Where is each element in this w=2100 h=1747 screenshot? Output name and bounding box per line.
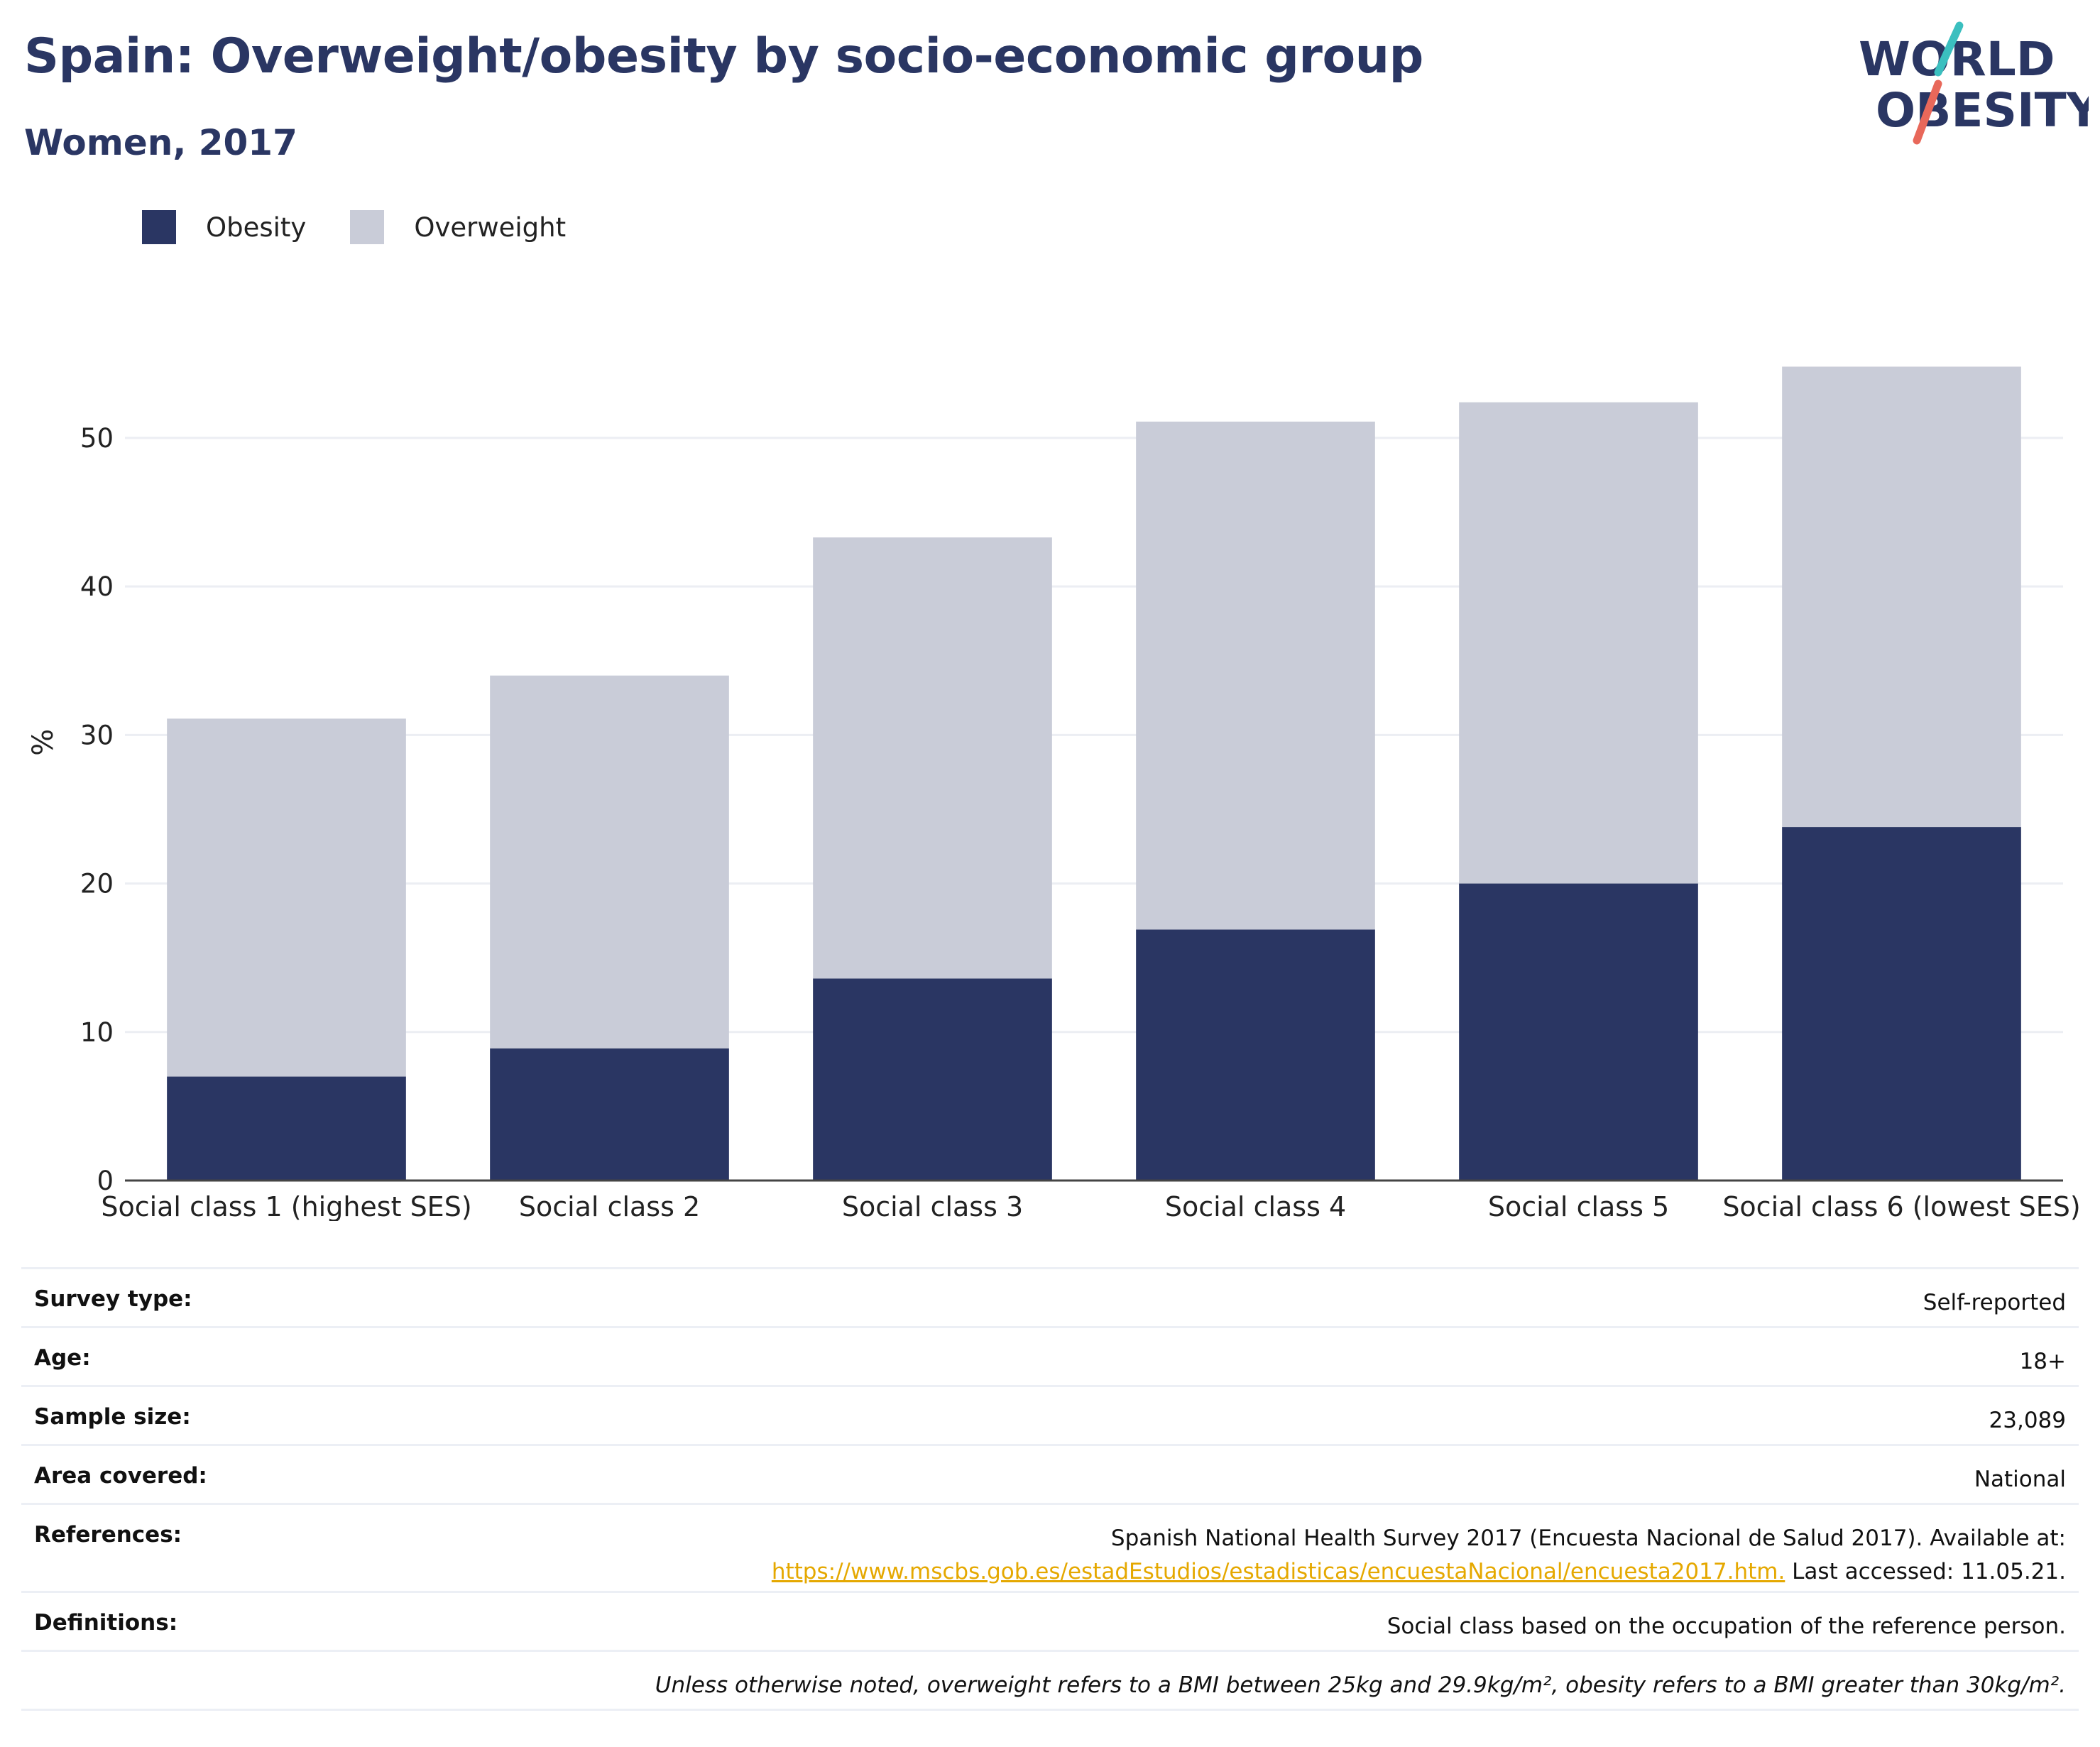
- y-tick-label-40: 40: [80, 571, 114, 602]
- row-sample-size: Sample size: 23,089: [21, 1387, 2079, 1446]
- references-label: References:: [34, 1522, 182, 1548]
- bmi-definition-note: Unless otherwise noted, overweight refer…: [655, 1672, 2066, 1698]
- y-tick-label-10: 10: [80, 1017, 114, 1048]
- row-definitions: Definitions: Social class based on the o…: [21, 1593, 2079, 1652]
- legend-label-overweight: Overweight: [414, 212, 567, 243]
- sample-size-value: 23,089: [1989, 1408, 2066, 1433]
- references-last-accessed: Last accessed: 11.05.21.: [1785, 1558, 2066, 1584]
- row-survey-type: Survey type: Self-reported: [21, 1269, 2079, 1328]
- survey-type-value: Self-reported: [1923, 1290, 2066, 1315]
- sample-size-label: Sample size:: [34, 1404, 191, 1430]
- bar-obesity-5: [1459, 883, 1698, 1181]
- x-tick-label-5: Social class 5: [1488, 1191, 1669, 1221]
- logo-text-world: WORLD: [1859, 32, 2055, 87]
- y-tick-label-0: 0: [97, 1166, 114, 1196]
- legend-swatch-overweight: [350, 210, 385, 244]
- area-covered-label: Area covered:: [34, 1463, 207, 1489]
- x-tick-label-4: Social class 4: [1165, 1191, 1346, 1221]
- x-tick-label-2: Social class 2: [519, 1191, 700, 1221]
- y-tick-label-30: 30: [80, 720, 114, 750]
- legend-item-overweight[interactable]: Overweight: [350, 210, 566, 244]
- area-covered-value: National: [1974, 1467, 2066, 1492]
- y-axis-label: %: [27, 729, 60, 756]
- logo-slash-coral: [1913, 80, 1942, 145]
- definitions-label: Definitions:: [34, 1610, 178, 1636]
- x-tick-label-6: Social class 6 (lowest SES): [1722, 1191, 2080, 1221]
- y-tick-label-50: 50: [80, 423, 114, 454]
- bar-overweight-6: [1782, 366, 2021, 828]
- logo-text-obesity: OBESITY: [1876, 83, 2089, 138]
- legend-label-obesity: Obesity: [206, 212, 307, 243]
- references-link[interactable]: https://www.mscbs.gob.es/estadEstudios/e…: [771, 1558, 1785, 1584]
- chart-subtitle: Women, 2017: [24, 122, 297, 163]
- world-obesity-logo: WORLD OBESITY: [1859, 21, 2089, 145]
- row-age: Age: 18+: [21, 1328, 2079, 1387]
- x-tick-label-3: Social class 3: [842, 1191, 1023, 1221]
- references-value: Spanish National Health Survey 2017 (Enc…: [772, 1522, 2066, 1588]
- bar-overweight-1: [167, 718, 406, 1077]
- bar-obesity-2: [490, 1048, 729, 1181]
- bar-overweight-5: [1459, 402, 1698, 884]
- x-tick-label-1: Social class 1 (highest SES): [101, 1191, 471, 1221]
- y-tick-label-20: 20: [80, 869, 114, 899]
- survey-info-table: Survey type: Self-reported Age: 18+ Samp…: [21, 1267, 2079, 1711]
- row-references: References: Spanish National Health Surv…: [21, 1505, 2079, 1593]
- age-label: Age:: [34, 1345, 91, 1371]
- references-text: Spanish National Health Survey 2017 (Enc…: [1110, 1526, 2066, 1551]
- bar-obesity-6: [1782, 827, 2021, 1181]
- definitions-value: Social class based on the occupation of …: [1387, 1614, 2066, 1639]
- stacked-bar-chart: 0 10 20 30 40 50% Social class 1 (highest SES)…: [27, 366, 2081, 1221]
- age-value: 18+: [2019, 1349, 2066, 1374]
- logo-slash-teal: [1934, 21, 1964, 77]
- legend-item-obesity[interactable]: Obesity: [142, 210, 306, 244]
- row-bmi-note: Unless otherwise noted, overweight refer…: [21, 1652, 2079, 1711]
- bar-overweight-3: [813, 537, 1052, 979]
- bar-overweight-4: [1136, 421, 1375, 930]
- chart-legend: Obesity Overweight: [142, 210, 610, 244]
- chart-title: Spain: Overweight/obesity by socio-econo…: [24, 28, 1423, 84]
- bar-obesity-3: [813, 978, 1052, 1181]
- survey-type-label: Survey type:: [34, 1286, 192, 1312]
- legend-swatch-obesity: [142, 210, 176, 244]
- bar-overweight-2: [490, 675, 729, 1048]
- bar-obesity-1: [167, 1076, 406, 1181]
- row-area-covered: Area covered: National: [21, 1446, 2079, 1505]
- bar-obesity-4: [1136, 929, 1375, 1181]
